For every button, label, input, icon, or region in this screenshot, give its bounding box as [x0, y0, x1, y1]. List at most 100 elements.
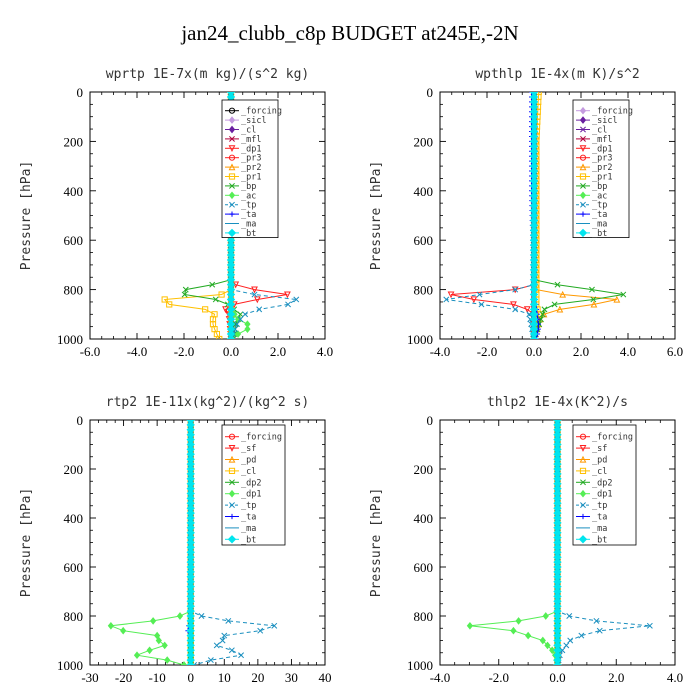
legend-label: _bt	[241, 229, 256, 239]
y-tick-label: 600	[64, 560, 84, 575]
legend-label: _cl	[592, 467, 607, 477]
legend-marker	[580, 126, 586, 133]
data-point	[556, 305, 564, 313]
data-point	[221, 632, 228, 639]
data-point	[553, 660, 562, 665]
data-point	[510, 301, 517, 309]
legend-marker	[228, 191, 236, 200]
legend-label: _dp1	[241, 490, 261, 500]
data-point	[283, 291, 291, 299]
x-tick-label: 0	[187, 670, 194, 685]
x-tick-label: 40	[319, 670, 332, 685]
legend-marker	[580, 211, 586, 217]
legend-label: _pr3	[592, 154, 612, 164]
data-point	[242, 311, 249, 318]
data-point	[186, 660, 195, 665]
x-tick-label: 4.0	[620, 344, 636, 359]
legend-marker	[229, 502, 235, 509]
y-tick-label: 800	[64, 283, 84, 298]
data-point	[590, 300, 598, 308]
data-point	[226, 334, 236, 339]
legend-label: _ma	[241, 220, 256, 230]
legend-label: _ma	[241, 524, 256, 534]
data-point	[539, 636, 546, 645]
data-point	[271, 622, 278, 629]
legend-label: _dp1	[592, 490, 612, 500]
legend-label: _bp	[241, 182, 256, 192]
data-point	[213, 642, 220, 649]
y-tick-label: 200	[414, 134, 434, 149]
data-point	[590, 296, 597, 303]
legend-marker	[580, 479, 586, 486]
data-point	[225, 617, 232, 624]
data-point	[443, 296, 450, 303]
data-point	[176, 612, 184, 620]
y-tick-label: 1000	[57, 332, 83, 347]
legend-marker	[579, 106, 587, 115]
x-tick-label: 4.0	[317, 344, 333, 359]
data-point	[238, 652, 245, 659]
legend-marker	[228, 173, 236, 180]
legend-marker	[578, 535, 588, 544]
data-point	[257, 627, 264, 634]
legend-marker	[228, 154, 236, 161]
legend: _forcing_sicl_cl_mfl_dp1_pr3_pr2_pr1_bp_…	[572, 99, 633, 239]
legend-marker	[579, 116, 587, 124]
chart-title: thlp2 1E-4x(K^2)/s	[487, 395, 628, 410]
y-tick-label: 800	[414, 609, 434, 624]
x-tick-label: -6.0	[80, 344, 101, 359]
x-tick-label: -30	[81, 670, 98, 685]
y-tick-label: 1000	[57, 658, 83, 673]
legend-label: _pd	[241, 456, 256, 466]
legend-label: _ta	[241, 513, 256, 523]
legend-marker	[228, 116, 236, 124]
x-tick-label: 30	[285, 670, 298, 685]
legend-label: _mfl	[241, 135, 261, 145]
data-point	[202, 306, 209, 313]
data-point	[219, 637, 226, 644]
legend-label: _mfl	[592, 135, 612, 145]
data-point	[182, 286, 189, 293]
data-point	[512, 286, 519, 293]
data-point	[107, 621, 115, 630]
legend-label: _bt	[241, 535, 256, 545]
legend-marker	[578, 228, 588, 238]
data-point	[554, 281, 561, 288]
panels: wprtp 1E-7x(m kg)/(s^2 kg) Pressure [hPa]…	[19, 67, 683, 685]
chart-panel: wprtp 1E-7x(m kg)/(s^2 kg) Pressure [hPa]…	[19, 67, 333, 359]
x-tick-label: 4.0	[667, 670, 683, 685]
legend-marker	[579, 173, 587, 180]
data-point	[529, 334, 539, 339]
y-axis-label: Pressure [hPa]	[369, 488, 384, 598]
data-point	[244, 325, 251, 333]
legend-marker	[579, 163, 587, 171]
legend-label: _bt	[592, 229, 607, 239]
y-tick-label: 400	[414, 511, 434, 526]
data-point	[567, 637, 574, 644]
y-tick-label: 0	[427, 85, 434, 100]
legend-marker	[229, 135, 235, 142]
data-point	[539, 311, 546, 318]
data-point	[593, 617, 600, 624]
legend-marker	[580, 502, 586, 509]
legend-marker	[228, 467, 236, 474]
data-point	[551, 301, 558, 308]
legend-label: _dp1	[241, 144, 261, 154]
legend-label: _cl	[592, 126, 607, 136]
x-tick-label: -2.0	[477, 344, 498, 359]
y-tick-label: 600	[64, 233, 84, 248]
legend-marker	[228, 445, 236, 452]
legend: _forcing_sf _pd_cl_dp2 _dp1_tp _ta_ma_bt	[221, 424, 286, 546]
data-point	[181, 291, 188, 298]
legend-marker	[229, 211, 235, 217]
data-point	[207, 657, 214, 664]
data-point	[526, 311, 533, 318]
data-point	[589, 286, 595, 293]
legend-marker	[579, 445, 587, 452]
y-tick-label: 200	[414, 462, 434, 477]
legend-label: _sicl	[241, 116, 267, 126]
plot-frame	[89, 419, 326, 666]
data-point	[478, 301, 485, 308]
data-point	[234, 330, 242, 338]
data-point	[549, 646, 556, 655]
